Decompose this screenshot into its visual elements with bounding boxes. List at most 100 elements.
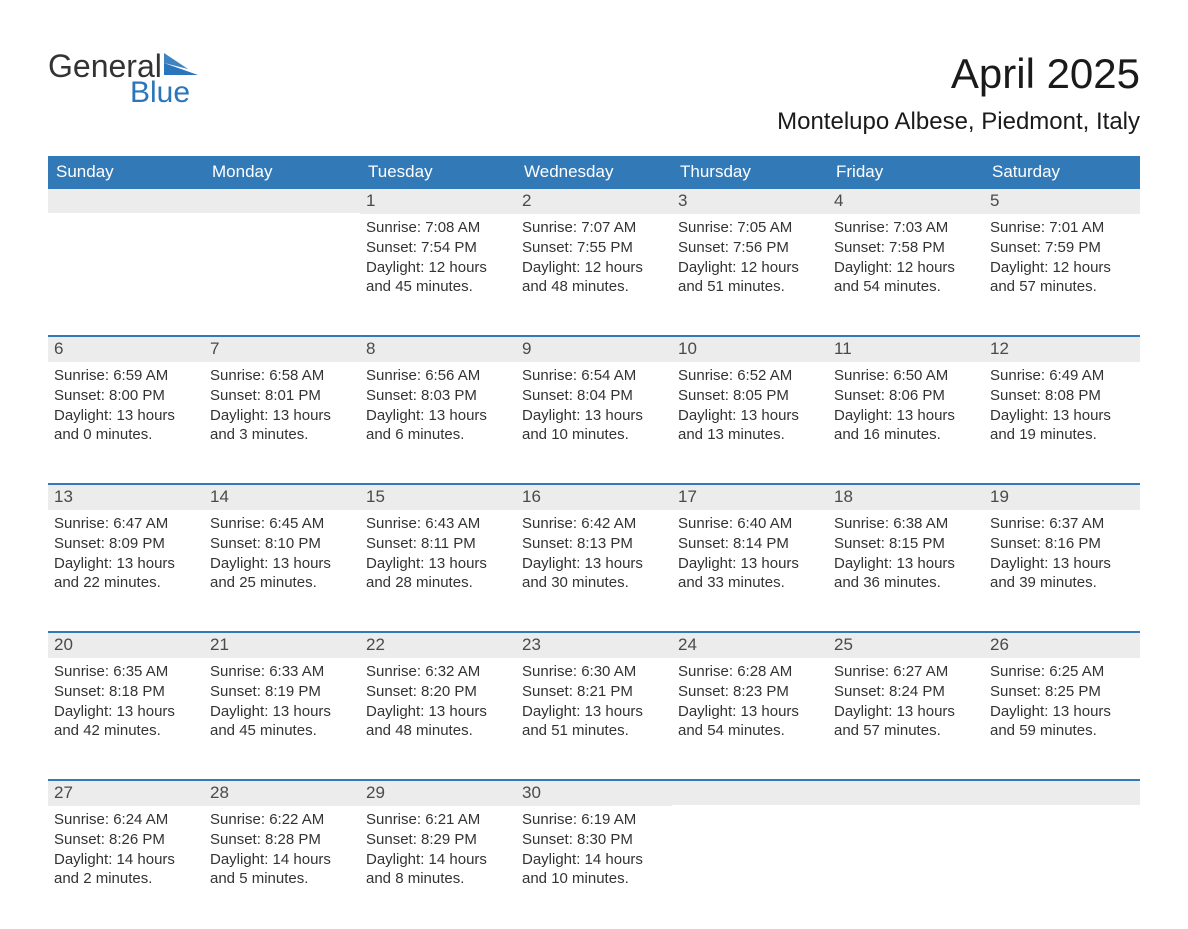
day-number (984, 781, 1140, 805)
sunset-text: Sunset: 8:28 PM (210, 830, 354, 850)
sunrise-text: Sunrise: 6:30 AM (522, 662, 666, 682)
daylight-text: Daylight: 13 hours (678, 406, 822, 426)
daylight-text: Daylight: 12 hours (834, 258, 978, 278)
sunset-text: Sunset: 8:18 PM (54, 682, 198, 702)
daylight-text: and 25 minutes. (210, 573, 354, 593)
daylight-text: Daylight: 13 hours (54, 406, 198, 426)
sunrise-text: Sunrise: 6:54 AM (522, 366, 666, 386)
cell-body: Sunrise: 6:56 AMSunset: 8:03 PMDaylight:… (360, 362, 516, 449)
calendar-cell: 1Sunrise: 7:08 AMSunset: 7:54 PMDaylight… (360, 189, 516, 317)
calendar-week: 20Sunrise: 6:35 AMSunset: 8:18 PMDayligh… (48, 631, 1140, 761)
cell-body: Sunrise: 6:58 AMSunset: 8:01 PMDaylight:… (204, 362, 360, 449)
sunset-text: Sunset: 8:15 PM (834, 534, 978, 554)
day-number (204, 189, 360, 213)
calendar: SundayMondayTuesdayWednesdayThursdayFrid… (48, 156, 1140, 909)
day-of-week-label: Tuesday (360, 156, 516, 189)
day-of-week-label: Thursday (672, 156, 828, 189)
daylight-text: and 54 minutes. (678, 721, 822, 741)
day-number: 13 (48, 485, 204, 510)
calendar-cell: 7Sunrise: 6:58 AMSunset: 8:01 PMDaylight… (204, 337, 360, 465)
day-number (672, 781, 828, 805)
daylight-text: and 57 minutes. (834, 721, 978, 741)
sunrise-text: Sunrise: 7:01 AM (990, 218, 1134, 238)
day-of-week-header: SundayMondayTuesdayWednesdayThursdayFrid… (48, 156, 1140, 189)
sunset-text: Sunset: 8:26 PM (54, 830, 198, 850)
cell-body: Sunrise: 6:22 AMSunset: 8:28 PMDaylight:… (204, 806, 360, 893)
cell-body: Sunrise: 6:40 AMSunset: 8:14 PMDaylight:… (672, 510, 828, 597)
daylight-text: and 22 minutes. (54, 573, 198, 593)
cell-body: Sunrise: 6:47 AMSunset: 8:09 PMDaylight:… (48, 510, 204, 597)
daylight-text: and 45 minutes. (210, 721, 354, 741)
daylight-text: Daylight: 13 hours (522, 554, 666, 574)
sunset-text: Sunset: 8:16 PM (990, 534, 1134, 554)
day-number: 9 (516, 337, 672, 362)
calendar-cell: 11Sunrise: 6:50 AMSunset: 8:06 PMDayligh… (828, 337, 984, 465)
cell-body: Sunrise: 6:42 AMSunset: 8:13 PMDaylight:… (516, 510, 672, 597)
calendar-cell: 3Sunrise: 7:05 AMSunset: 7:56 PMDaylight… (672, 189, 828, 317)
sunrise-text: Sunrise: 6:28 AM (678, 662, 822, 682)
daylight-text: Daylight: 14 hours (366, 850, 510, 870)
day-number: 26 (984, 633, 1140, 658)
sunrise-text: Sunrise: 6:49 AM (990, 366, 1134, 386)
cell-body: Sunrise: 6:32 AMSunset: 8:20 PMDaylight:… (360, 658, 516, 745)
sunrise-text: Sunrise: 7:07 AM (522, 218, 666, 238)
cell-body: Sunrise: 6:19 AMSunset: 8:30 PMDaylight:… (516, 806, 672, 893)
cell-body: Sunrise: 7:01 AMSunset: 7:59 PMDaylight:… (984, 214, 1140, 301)
daylight-text: and 10 minutes. (522, 869, 666, 889)
calendar-week: 1Sunrise: 7:08 AMSunset: 7:54 PMDaylight… (48, 189, 1140, 317)
day-number: 18 (828, 485, 984, 510)
day-number: 27 (48, 781, 204, 806)
calendar-cell: 13Sunrise: 6:47 AMSunset: 8:09 PMDayligh… (48, 485, 204, 613)
daylight-text: Daylight: 13 hours (678, 554, 822, 574)
day-number: 17 (672, 485, 828, 510)
daylight-text: and 16 minutes. (834, 425, 978, 445)
logo-word-2: Blue (130, 78, 198, 108)
day-of-week-label: Sunday (48, 156, 204, 189)
cell-body: Sunrise: 7:05 AMSunset: 7:56 PMDaylight:… (672, 214, 828, 301)
cell-body: Sunrise: 6:28 AMSunset: 8:23 PMDaylight:… (672, 658, 828, 745)
day-number: 7 (204, 337, 360, 362)
day-number: 23 (516, 633, 672, 658)
daylight-text: Daylight: 12 hours (366, 258, 510, 278)
cell-body: Sunrise: 6:21 AMSunset: 8:29 PMDaylight:… (360, 806, 516, 893)
sunrise-text: Sunrise: 6:56 AM (366, 366, 510, 386)
daylight-text: and 42 minutes. (54, 721, 198, 741)
day-of-week-label: Friday (828, 156, 984, 189)
daylight-text: Daylight: 13 hours (210, 702, 354, 722)
day-number: 14 (204, 485, 360, 510)
day-number: 30 (516, 781, 672, 806)
cell-body: Sunrise: 6:27 AMSunset: 8:24 PMDaylight:… (828, 658, 984, 745)
daylight-text: and 36 minutes. (834, 573, 978, 593)
cell-body: Sunrise: 6:52 AMSunset: 8:05 PMDaylight:… (672, 362, 828, 449)
calendar-cell: 20Sunrise: 6:35 AMSunset: 8:18 PMDayligh… (48, 633, 204, 761)
day-number: 5 (984, 189, 1140, 214)
daylight-text: Daylight: 13 hours (54, 554, 198, 574)
daylight-text: Daylight: 12 hours (990, 258, 1134, 278)
sunset-text: Sunset: 7:59 PM (990, 238, 1134, 258)
sunrise-text: Sunrise: 6:58 AM (210, 366, 354, 386)
daylight-text: Daylight: 13 hours (834, 406, 978, 426)
calendar-cell: 18Sunrise: 6:38 AMSunset: 8:15 PMDayligh… (828, 485, 984, 613)
daylight-text: Daylight: 12 hours (522, 258, 666, 278)
day-number: 11 (828, 337, 984, 362)
day-number (828, 781, 984, 805)
daylight-text: Daylight: 13 hours (522, 406, 666, 426)
daylight-text: and 13 minutes. (678, 425, 822, 445)
day-number: 29 (360, 781, 516, 806)
cell-body: Sunrise: 6:45 AMSunset: 8:10 PMDaylight:… (204, 510, 360, 597)
daylight-text: Daylight: 14 hours (54, 850, 198, 870)
sunrise-text: Sunrise: 6:21 AM (366, 810, 510, 830)
day-number: 28 (204, 781, 360, 806)
cell-body: Sunrise: 6:38 AMSunset: 8:15 PMDaylight:… (828, 510, 984, 597)
sunset-text: Sunset: 8:14 PM (678, 534, 822, 554)
sunset-text: Sunset: 8:03 PM (366, 386, 510, 406)
calendar-cell: 9Sunrise: 6:54 AMSunset: 8:04 PMDaylight… (516, 337, 672, 465)
sunset-text: Sunset: 8:21 PM (522, 682, 666, 702)
daylight-text: and 48 minutes. (366, 721, 510, 741)
daylight-text: Daylight: 13 hours (366, 406, 510, 426)
calendar-week: 13Sunrise: 6:47 AMSunset: 8:09 PMDayligh… (48, 483, 1140, 613)
day-number: 20 (48, 633, 204, 658)
calendar-cell: 27Sunrise: 6:24 AMSunset: 8:26 PMDayligh… (48, 781, 204, 909)
day-number: 15 (360, 485, 516, 510)
daylight-text: Daylight: 13 hours (990, 406, 1134, 426)
